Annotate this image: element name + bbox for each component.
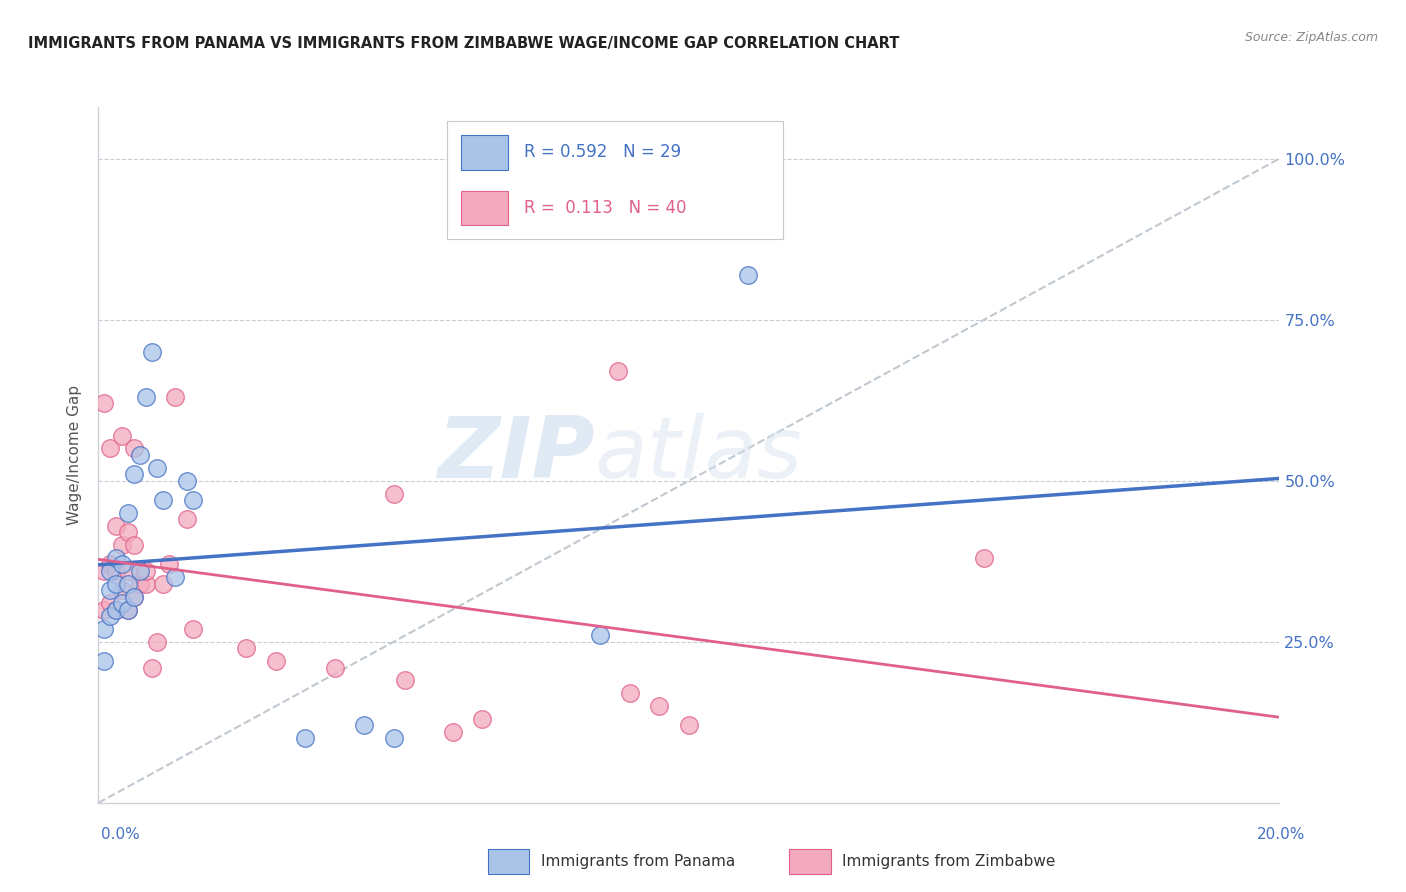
Point xyxy=(122,590,145,604)
Point xyxy=(181,493,204,508)
Point xyxy=(589,628,612,642)
Point xyxy=(152,576,174,591)
Point xyxy=(353,718,375,732)
Point xyxy=(176,474,198,488)
Point xyxy=(122,442,145,456)
Point xyxy=(165,390,187,404)
Point xyxy=(98,609,121,624)
Point xyxy=(737,268,759,282)
Point xyxy=(471,712,494,726)
Point xyxy=(607,364,630,378)
Point xyxy=(105,576,128,591)
Point xyxy=(93,396,115,410)
Point xyxy=(176,512,198,526)
Point xyxy=(441,725,464,739)
Point xyxy=(146,634,169,648)
Point xyxy=(264,654,287,668)
Point xyxy=(105,551,128,566)
FancyBboxPatch shape xyxy=(447,121,783,239)
Point xyxy=(98,583,121,598)
Point xyxy=(382,731,405,746)
Text: atlas: atlas xyxy=(595,413,803,497)
Point xyxy=(122,538,145,552)
Point xyxy=(117,506,139,520)
Text: IMMIGRANTS FROM PANAMA VS IMMIGRANTS FROM ZIMBABWE WAGE/INCOME GAP CORRELATION C: IMMIGRANTS FROM PANAMA VS IMMIGRANTS FRO… xyxy=(28,36,900,51)
Point xyxy=(117,564,139,578)
Point xyxy=(111,583,134,598)
Point xyxy=(146,460,169,475)
Point xyxy=(678,718,700,732)
Point xyxy=(128,576,150,591)
Bar xyxy=(488,849,530,874)
Point xyxy=(135,390,157,404)
Point xyxy=(93,564,115,578)
Point xyxy=(181,622,204,636)
Point xyxy=(973,551,995,566)
Text: Source: ZipAtlas.com: Source: ZipAtlas.com xyxy=(1244,31,1378,45)
Point xyxy=(165,570,187,584)
Point xyxy=(105,602,128,616)
Point xyxy=(93,602,115,616)
Point xyxy=(93,622,115,636)
Point xyxy=(105,518,128,533)
Point xyxy=(128,564,150,578)
Point xyxy=(111,558,134,572)
Text: Immigrants from Zimbabwe: Immigrants from Zimbabwe xyxy=(842,855,1056,870)
Point xyxy=(323,660,346,674)
Point xyxy=(152,493,174,508)
Point xyxy=(111,596,134,610)
Point xyxy=(135,576,157,591)
Point xyxy=(619,686,641,700)
Text: Immigrants from Panama: Immigrants from Panama xyxy=(541,855,735,870)
Point xyxy=(111,428,134,442)
Point xyxy=(235,641,257,656)
Point xyxy=(157,558,180,572)
Text: 0.0%: 0.0% xyxy=(101,827,141,841)
Point xyxy=(394,673,416,688)
Point xyxy=(117,602,139,616)
Point xyxy=(128,448,150,462)
Point xyxy=(98,558,121,572)
Bar xyxy=(461,135,508,169)
Point xyxy=(141,344,163,359)
Bar xyxy=(789,849,831,874)
Point xyxy=(98,564,121,578)
Text: ZIP: ZIP xyxy=(437,413,595,497)
Point xyxy=(382,486,405,500)
Point xyxy=(111,538,134,552)
Point xyxy=(648,699,671,714)
Point xyxy=(105,602,128,616)
Point xyxy=(135,564,157,578)
Text: R =  0.113   N = 40: R = 0.113 N = 40 xyxy=(523,199,686,217)
Bar xyxy=(461,191,508,226)
Point xyxy=(122,590,145,604)
Y-axis label: Wage/Income Gap: Wage/Income Gap xyxy=(67,384,83,525)
Text: 20.0%: 20.0% xyxy=(1257,827,1305,841)
Point xyxy=(122,467,145,482)
Point xyxy=(294,731,316,746)
Point xyxy=(98,442,121,456)
Point xyxy=(98,596,121,610)
Point xyxy=(117,525,139,540)
Point xyxy=(93,654,115,668)
Text: R = 0.592   N = 29: R = 0.592 N = 29 xyxy=(523,144,681,161)
Point xyxy=(117,602,139,616)
Point xyxy=(105,564,128,578)
Point xyxy=(141,660,163,674)
Point xyxy=(117,576,139,591)
